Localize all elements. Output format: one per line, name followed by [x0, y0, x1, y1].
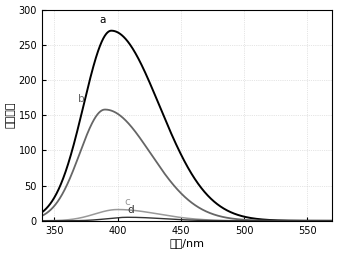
- Text: b: b: [78, 94, 84, 104]
- Y-axis label: 荧光强度: 荧光强度: [5, 102, 16, 129]
- Text: d: d: [127, 205, 134, 215]
- Text: a: a: [99, 15, 106, 25]
- X-axis label: 波长/nm: 波长/nm: [170, 239, 204, 248]
- Text: c: c: [125, 197, 130, 207]
